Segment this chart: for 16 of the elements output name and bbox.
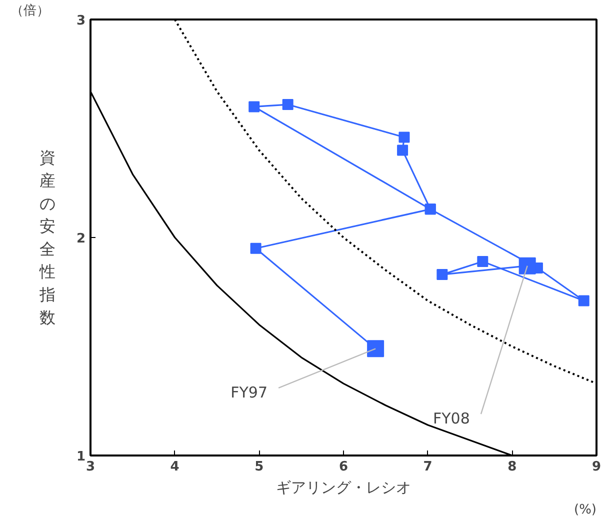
x-tick-label: 6 bbox=[338, 460, 348, 474]
text: (%) bbox=[574, 502, 597, 518]
x-tick-label: 5 bbox=[254, 460, 264, 474]
y-tick-label: 2 bbox=[76, 232, 86, 246]
y-axis-title: 資産の安全性指数 bbox=[38, 148, 56, 327]
x-tick-label: 7 bbox=[423, 460, 432, 474]
annotation: FY97 bbox=[230, 383, 268, 402]
x-tick-label: 8 bbox=[508, 460, 517, 474]
annotation: FY08 bbox=[433, 409, 470, 428]
text: （倍） bbox=[10, 4, 50, 18]
x-tick-label: 9 bbox=[592, 460, 602, 474]
y-tick-label: 1 bbox=[76, 450, 86, 464]
x-tick-label: 3 bbox=[86, 460, 96, 474]
y-tick-label: 3 bbox=[76, 14, 86, 28]
x-axis-title: ギアリング・レシオ bbox=[276, 478, 411, 496]
x-tick-label: 4 bbox=[170, 460, 180, 474]
